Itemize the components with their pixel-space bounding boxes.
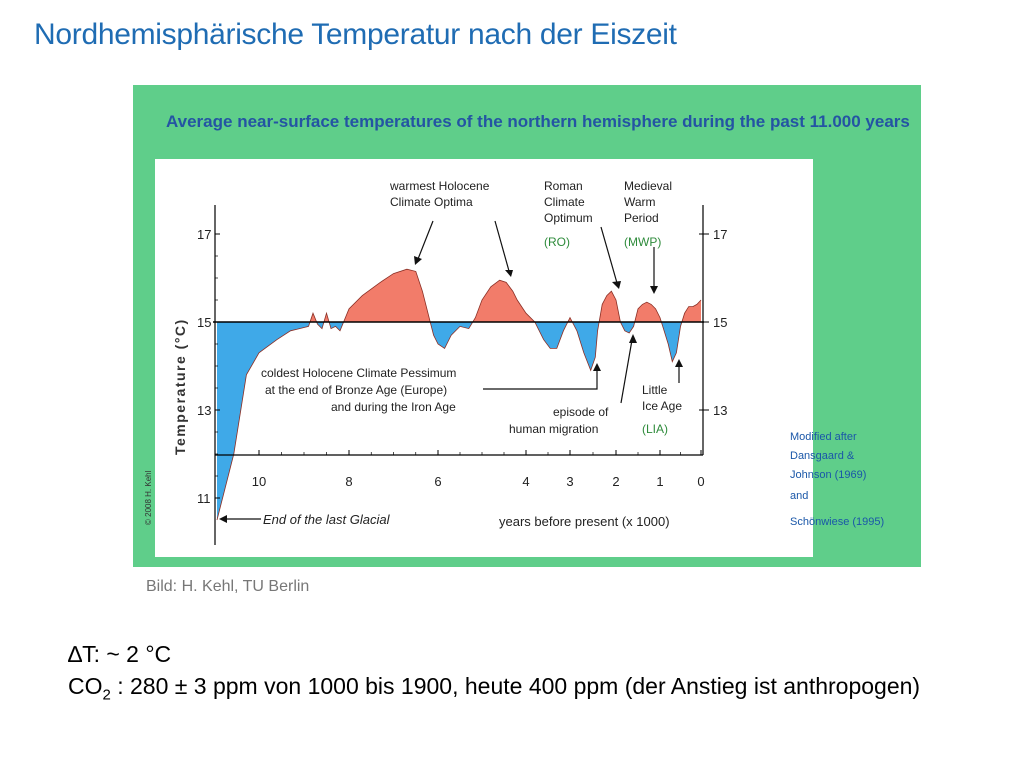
annotation-warmest-line-1: warmest Holocene	[389, 179, 490, 193]
chart-title: Average near-surface temperatures of the…	[166, 112, 910, 131]
arrowhead-medieval	[650, 286, 658, 294]
warm-anomaly-area	[217, 269, 701, 322]
annotation-coldest-line-2: at the end of Bronze Age (Europe)	[265, 383, 447, 397]
x-tick-label: 3	[566, 474, 573, 489]
modified-after-line-1: Modified after	[790, 431, 857, 443]
arrowhead-glacial	[219, 515, 227, 523]
annotation-roman-line-3: Optimum	[544, 211, 593, 225]
copyright-text: © 2008 H. Kehl	[144, 470, 153, 525]
figure-caption: Bild: H. Kehl, TU Berlin	[146, 578, 310, 595]
temperature-area-layer	[216, 268, 702, 521]
x-tick-label: 0	[697, 474, 704, 489]
annotation-warmest-line-2: Climate Optima	[390, 195, 473, 209]
annotation-lia-line-1: Little	[642, 383, 668, 397]
arrow-migration	[620, 339, 633, 404]
annotation-lia-line-2: Ice Age	[642, 399, 682, 413]
note-co2-text: : 280 ± 3 ppm von 1000 bis 1900, heute 4…	[110, 673, 921, 699]
arrowhead-roman	[612, 281, 621, 289]
arrowhead-lia	[675, 359, 683, 367]
annotation-end-of-glacial: End of the last Glacial	[263, 512, 391, 527]
y-tick-label-left: 13	[197, 403, 211, 418]
x-tick-label: 10	[252, 474, 266, 489]
y-tick-label-left: 17	[197, 227, 211, 242]
annotation-medieval-line-3: Period	[624, 211, 659, 225]
arrow-warmest-left	[417, 220, 434, 260]
x-tick-label: 1	[656, 474, 663, 489]
annotation-coldest-line-3: and during the Iron Age	[331, 400, 456, 414]
arrowhead-coldest	[593, 363, 601, 371]
y-tick-label-right: 13	[713, 403, 727, 418]
x-tick-label: 6	[434, 474, 441, 489]
note-co2-prefix: CO	[68, 673, 103, 699]
x-tick-label: 4	[522, 474, 529, 489]
axes-layer	[213, 205, 704, 545]
notes-block: ∆T: ~ 2 °C CO2 : 280 ± 3 ppm von 1000 bi…	[68, 638, 920, 712]
modified-after-line-3: Johnson (1969)	[790, 469, 866, 481]
arrow-warmest-right	[494, 220, 510, 272]
temperature-chart-figure: Average near-surface temperatures of the…	[133, 85, 921, 567]
x-tick-label: 2	[612, 474, 619, 489]
x-tick-label: 8	[345, 474, 352, 489]
temperature-line	[216, 268, 702, 521]
y-tick-label-right: 17	[713, 227, 727, 242]
note-delta-t: ∆T: ~ 2 °C	[68, 641, 172, 667]
arrowhead-warmest-left	[414, 256, 422, 265]
arrowhead-warmest-right	[505, 270, 513, 277]
note-co2: CO2 : 280 ± 3 ppm von 1000 bis 1900, heu…	[68, 670, 920, 712]
annotation-coldest-line-1: coldest Holocene Climate Pessimum	[261, 366, 456, 380]
annotation-medieval-line-1: Medieval	[624, 179, 672, 193]
annotation-roman-abbr: (RO)	[544, 235, 570, 249]
cold-anomaly-area	[217, 322, 701, 520]
arrow-roman	[600, 226, 618, 284]
arrow-coldest	[483, 369, 598, 390]
note-co2-subscript: 2	[102, 686, 111, 704]
y-tick-label-left: 15	[197, 315, 211, 330]
modified-after-line-2: Dansgaard &	[790, 450, 855, 462]
annotation-migration-line-2: human migration	[509, 422, 598, 436]
temperature-chart: Average near-surface temperatures of the…	[133, 85, 921, 567]
x-axis-label: years before present (x 1000)	[499, 514, 670, 529]
annotation-roman-line-1: Roman	[544, 179, 583, 193]
annotation-migration-line-1: episode of	[553, 405, 609, 419]
y-tick-label-right: 15	[713, 315, 727, 330]
annotation-lia-abbr: (LIA)	[642, 422, 668, 436]
y-tick-label-left: 11	[197, 491, 211, 506]
slide-title: Nordhemisphärische Temperatur nach der E…	[34, 18, 677, 51]
arrowhead-migration	[629, 334, 637, 343]
modified-after-line-4: and	[790, 490, 808, 502]
annotation-roman-line-2: Climate	[544, 195, 585, 209]
y-axis-label: Temperature (°C)	[172, 318, 188, 455]
annotation-medieval-abbr: (MWP)	[624, 235, 661, 249]
annotation-medieval-line-2: Warm	[624, 195, 656, 209]
modified-after-line-5: Schönwiese (1995)	[790, 516, 884, 528]
